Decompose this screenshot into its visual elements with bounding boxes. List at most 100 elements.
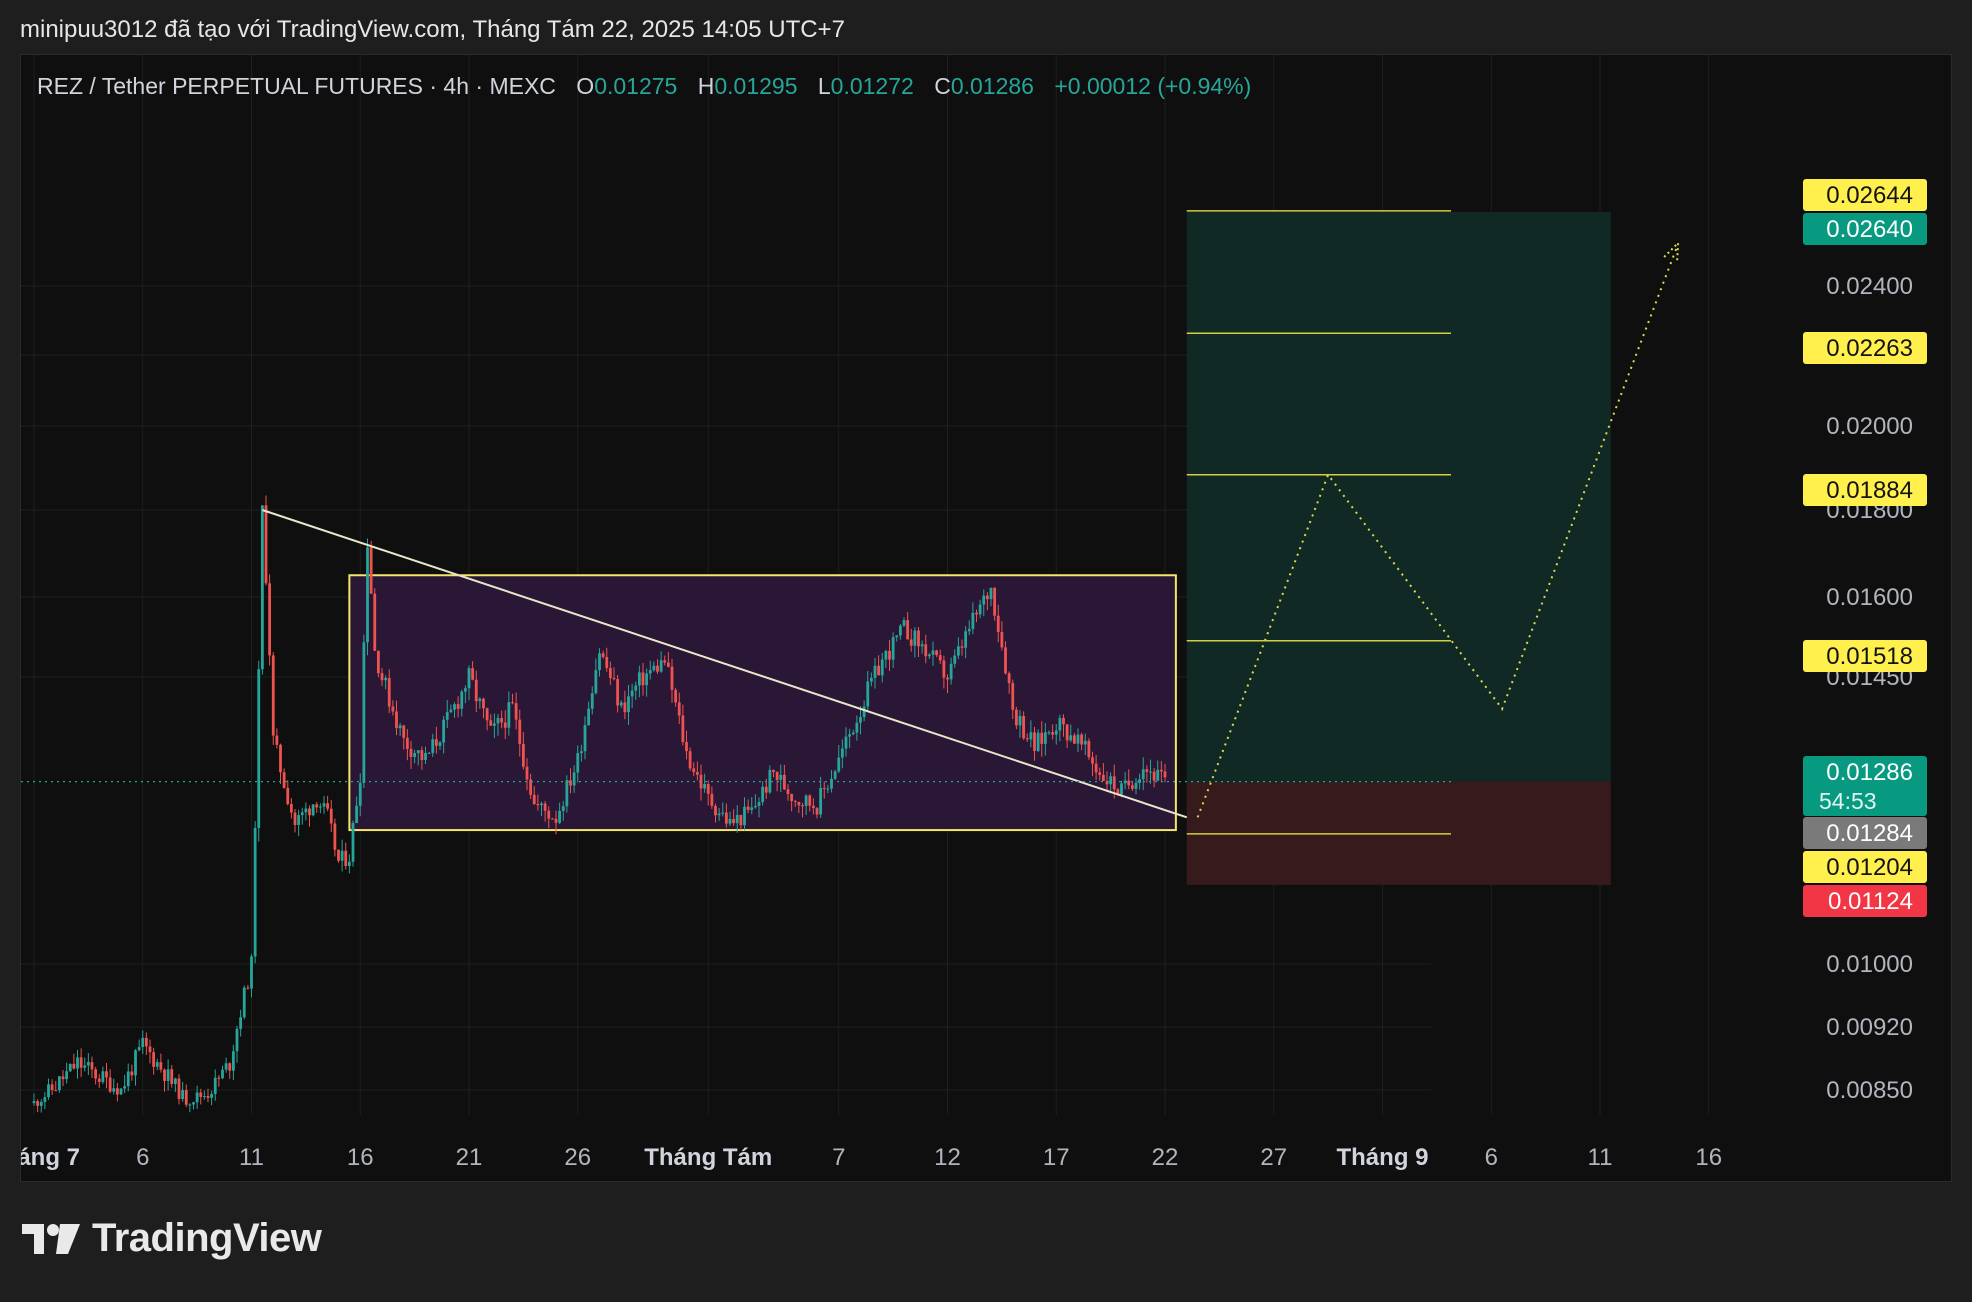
candle-body bbox=[438, 742, 442, 746]
candle-body bbox=[137, 1047, 141, 1051]
price-label-0-01124 bbox=[1803, 885, 1927, 917]
candle-body bbox=[1062, 717, 1065, 725]
x-tick-label: Tháng 9 bbox=[1336, 1144, 1428, 1171]
candle-body bbox=[416, 750, 420, 754]
candle-body bbox=[917, 630, 920, 647]
candle-body bbox=[920, 644, 924, 647]
candle-body bbox=[902, 620, 906, 626]
candle-body bbox=[456, 704, 460, 709]
candle-body bbox=[891, 637, 895, 660]
candle-body bbox=[898, 625, 902, 636]
x-tick-label: 17 bbox=[1043, 1144, 1070, 1171]
candle-body bbox=[964, 631, 968, 648]
candle-body bbox=[166, 1069, 170, 1081]
candle-body bbox=[351, 822, 355, 862]
candle-body bbox=[177, 1078, 181, 1100]
candle-body bbox=[250, 956, 253, 989]
candle-body bbox=[1014, 709, 1018, 726]
candle-body bbox=[340, 850, 344, 861]
candle-body bbox=[192, 1102, 195, 1105]
x-tick-label: 27 bbox=[1260, 1144, 1287, 1171]
candle-body bbox=[750, 807, 754, 810]
open-label: O bbox=[576, 73, 595, 99]
candle-body bbox=[134, 1050, 137, 1076]
candle-body bbox=[685, 742, 688, 752]
candle-body bbox=[826, 788, 830, 790]
change-value: +0.00012 (+0.94%) bbox=[1054, 73, 1252, 99]
candle-body bbox=[36, 1101, 40, 1106]
candle-body bbox=[666, 662, 670, 667]
chart-panel[interactable]: Tháng 7 6 11 16 21 26 Tháng Tám 7 12 17 22 27 Tháng … bbox=[20, 54, 1952, 1182]
candle-body bbox=[311, 804, 315, 816]
symbol-title: REZ / Tether PERPETUAL FUTURES · 4h · ME… bbox=[37, 73, 556, 99]
candle-body bbox=[188, 1104, 192, 1106]
candle-body bbox=[395, 711, 398, 729]
price-label-text: 0.01884 bbox=[1826, 477, 1913, 504]
candle-body bbox=[115, 1088, 119, 1095]
candle-body bbox=[474, 679, 478, 702]
candle-body bbox=[235, 1028, 239, 1052]
candle-body bbox=[840, 748, 844, 758]
candle-body bbox=[1094, 763, 1098, 773]
close-label: C bbox=[934, 73, 951, 99]
descending-trendline bbox=[262, 509, 1188, 819]
candle-body bbox=[521, 743, 525, 767]
candle-body bbox=[579, 751, 583, 754]
candle-body bbox=[449, 709, 453, 713]
candle-body bbox=[641, 672, 645, 686]
price-label-text: 0.02640 bbox=[1826, 216, 1913, 243]
candle-body bbox=[123, 1086, 127, 1089]
candle-body bbox=[1116, 789, 1120, 795]
candle-body bbox=[971, 612, 975, 629]
candle-body bbox=[402, 725, 406, 738]
projection-arrowhead bbox=[1663, 240, 1680, 262]
candle-body bbox=[405, 737, 409, 749]
candle-body bbox=[518, 719, 522, 744]
price-chart[interactable]: Tháng 7 6 11 16 21 26 Tháng Tám 7 12 17 22 27 Tháng … bbox=[21, 55, 1952, 1182]
candle-body bbox=[86, 1062, 90, 1066]
candle-body bbox=[326, 803, 330, 809]
candle-body bbox=[768, 769, 772, 793]
candle-body bbox=[453, 704, 456, 710]
candle-body bbox=[714, 805, 717, 816]
high-value: 0.01295 bbox=[714, 73, 798, 99]
candle-body bbox=[460, 691, 464, 709]
candle-body bbox=[786, 789, 790, 795]
countdown-timer: 54:53 bbox=[1819, 788, 1877, 814]
candle-body bbox=[935, 650, 939, 656]
candle-body bbox=[1022, 715, 1026, 739]
candle-body bbox=[757, 801, 761, 807]
candle-body bbox=[547, 810, 551, 819]
candle-body bbox=[956, 646, 960, 656]
candle-body bbox=[808, 795, 812, 806]
footer-brand[interactable]: TradingView bbox=[22, 1216, 322, 1261]
candle-body bbox=[398, 725, 402, 729]
candle-body bbox=[652, 665, 656, 671]
candle-body bbox=[514, 703, 518, 720]
candle-body bbox=[297, 815, 301, 825]
candle-body bbox=[1083, 740, 1087, 745]
candle-body bbox=[387, 677, 391, 707]
candle-body bbox=[72, 1063, 76, 1069]
candle-body bbox=[753, 806, 757, 808]
candle-body bbox=[732, 818, 736, 824]
candle-body bbox=[369, 547, 373, 594]
candle-body bbox=[304, 808, 308, 813]
candle-body bbox=[989, 587, 993, 600]
candle-body bbox=[982, 595, 986, 605]
close-value: 0.01286 bbox=[950, 73, 1034, 99]
candle-body bbox=[801, 805, 804, 807]
candle-body bbox=[532, 794, 536, 804]
candle-body bbox=[224, 1063, 228, 1070]
low-label: L bbox=[817, 73, 831, 99]
candle-body bbox=[1004, 647, 1007, 674]
candle-body bbox=[239, 1017, 243, 1029]
candle-body bbox=[427, 752, 431, 754]
candle-body bbox=[721, 812, 725, 814]
candle-body bbox=[424, 753, 427, 761]
candle-body bbox=[703, 784, 707, 789]
candle-body bbox=[195, 1092, 199, 1103]
candle-body bbox=[1065, 724, 1069, 741]
low-value: 0.01272 bbox=[830, 73, 914, 99]
candle-body bbox=[790, 794, 794, 802]
